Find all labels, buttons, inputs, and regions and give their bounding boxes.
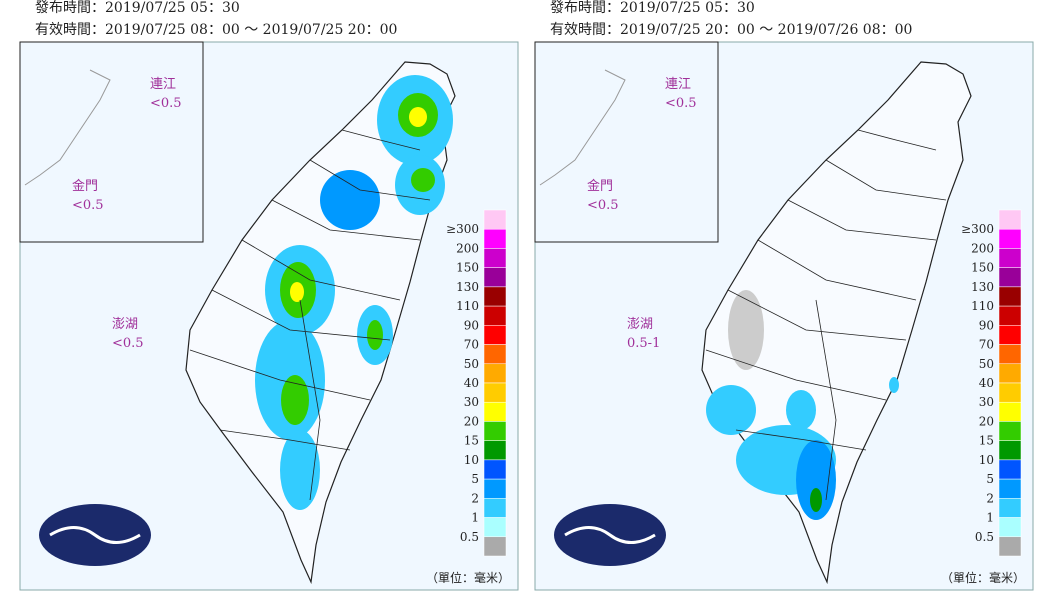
- legend-label: 1: [471, 511, 479, 525]
- valid-time: 有效時間：2019/07/25 20：00 ～ 2019/07/26 08：00: [550, 22, 912, 38]
- legend-label: 150: [971, 261, 994, 275]
- issued-time: 發布時間：2019/07/25 05：30: [550, 0, 755, 16]
- legend-label: 40: [979, 376, 994, 390]
- legend-label: 5: [471, 472, 479, 486]
- legend-swatch: [483, 209, 507, 230]
- panel-right: [534, 41, 1034, 591]
- legend-swatch: [483, 325, 507, 345]
- legend-label: 50: [979, 357, 994, 371]
- logo-mark: [49, 526, 141, 544]
- legend-swatch: [483, 344, 507, 365]
- legend-swatch: [483, 228, 507, 249]
- legend-label: 70: [464, 338, 479, 352]
- legend-swatch: [998, 286, 1022, 307]
- island-name: 連江: [665, 77, 691, 92]
- island-name: 澎湖: [112, 317, 138, 332]
- legend-label: 90: [979, 318, 994, 332]
- legend-swatch: [483, 382, 507, 403]
- logo-mark: [564, 526, 656, 544]
- legend-swatch: [483, 401, 507, 422]
- legend-swatch: [483, 363, 507, 384]
- island-value: <0.5: [665, 96, 697, 111]
- legend-label: ≥300: [446, 222, 479, 236]
- island-value: <0.5: [112, 336, 144, 351]
- legend-label: 30: [979, 395, 994, 409]
- legend-label: 0.5: [460, 530, 479, 544]
- legend-label: 5: [986, 472, 994, 486]
- legend-label: 2: [471, 491, 479, 505]
- island-name: 金門: [72, 178, 98, 194]
- taiwan-map: [701, 61, 972, 583]
- island-name: 連江: [150, 77, 176, 92]
- island-value: <0.5: [150, 96, 182, 111]
- issued-time: 發布時間：2019/07/25 05：30: [35, 0, 240, 16]
- coast: [24, 69, 111, 186]
- legend-label: 200: [456, 241, 479, 255]
- legend-swatch: [483, 459, 507, 480]
- unit-label: （單位：毫米）: [941, 570, 1025, 585]
- legend-label: 110: [971, 299, 994, 313]
- legend-swatch: [998, 344, 1022, 365]
- legend-label: 150: [456, 261, 479, 275]
- legend-label: 110: [456, 299, 479, 313]
- legend-swatch: [998, 228, 1022, 249]
- legend-swatch: [483, 248, 507, 268]
- legend-label: 10: [979, 453, 994, 467]
- legend-swatch: [483, 267, 507, 288]
- legend-swatch: [998, 209, 1022, 230]
- legend-label: 1: [986, 511, 994, 525]
- rain-area: [255, 75, 453, 510]
- valid-time: 有效時間：2019/07/25 08：00 ～ 2019/07/25 20：00: [35, 22, 397, 38]
- legend-label: 2: [986, 491, 994, 505]
- legend-label: 90: [464, 318, 479, 332]
- legend-swatch: [998, 248, 1022, 268]
- island-value: 0.5-1: [627, 336, 660, 351]
- legend-swatch: [998, 478, 1022, 499]
- legend-swatch: [998, 382, 1022, 403]
- legend-label: ≥300: [961, 222, 994, 236]
- legend-label: 20: [979, 414, 994, 428]
- unit-label: （單位：毫米）: [426, 570, 510, 585]
- legend-swatch: [483, 478, 507, 499]
- legend-swatch: [998, 305, 1022, 326]
- island-value: <0.5: [587, 198, 619, 213]
- legend-swatch: [483, 517, 507, 538]
- legend-swatch: [998, 421, 1022, 441]
- panel-left: [19, 41, 519, 591]
- legend-swatch: [483, 498, 507, 518]
- legend-swatch: [998, 459, 1022, 480]
- island-name: 澎湖: [627, 317, 653, 332]
- legend-swatch: [483, 421, 507, 441]
- legend-swatch: [998, 498, 1022, 518]
- legend-swatch: [483, 440, 507, 461]
- legend-swatch: [998, 267, 1022, 288]
- legend-label: 130: [456, 280, 479, 294]
- legend-swatch: [998, 325, 1022, 345]
- legend-label: 50: [464, 357, 479, 371]
- legend-label: 15: [979, 434, 994, 448]
- legend-swatch: [998, 517, 1022, 538]
- legend-label: 70: [979, 338, 994, 352]
- legend-swatch: [998, 363, 1022, 384]
- inset-frame: [19, 41, 204, 243]
- legend-swatch: [998, 536, 1022, 557]
- legend-label: 15: [464, 434, 479, 448]
- legend-label: 20: [464, 414, 479, 428]
- legend-label: 0.5: [975, 530, 994, 544]
- island-value: <0.5: [72, 198, 104, 213]
- legend-swatch: [998, 401, 1022, 422]
- legend-label: 40: [464, 376, 479, 390]
- coast: [539, 69, 626, 186]
- island-name: 金門: [587, 178, 613, 194]
- legend-swatch: [998, 440, 1022, 461]
- legend-label: 130: [971, 280, 994, 294]
- legend-label: 10: [464, 453, 479, 467]
- legend-swatch: [483, 305, 507, 326]
- legend-label: 30: [464, 395, 479, 409]
- legend-swatch: [483, 536, 507, 557]
- legend-swatch: [483, 286, 507, 307]
- legend-label: 200: [971, 241, 994, 255]
- inset-frame: [534, 41, 719, 243]
